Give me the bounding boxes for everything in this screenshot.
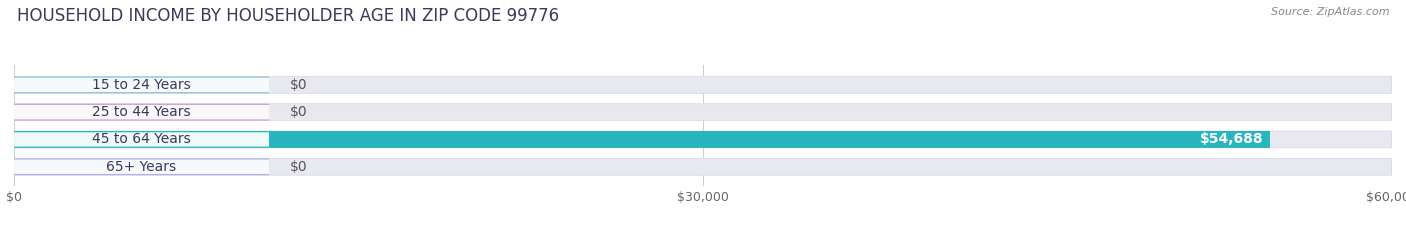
Text: Source: ZipAtlas.com: Source: ZipAtlas.com xyxy=(1271,7,1389,17)
Text: 65+ Years: 65+ Years xyxy=(107,160,177,174)
Text: $0: $0 xyxy=(290,105,308,119)
Text: $0: $0 xyxy=(290,160,308,174)
FancyBboxPatch shape xyxy=(14,160,269,174)
FancyBboxPatch shape xyxy=(14,76,1392,93)
FancyBboxPatch shape xyxy=(14,105,269,119)
FancyBboxPatch shape xyxy=(14,158,1392,175)
FancyBboxPatch shape xyxy=(14,76,269,93)
Text: 15 to 24 Years: 15 to 24 Years xyxy=(93,78,191,92)
Text: $0: $0 xyxy=(290,78,308,92)
FancyBboxPatch shape xyxy=(14,78,269,92)
FancyBboxPatch shape xyxy=(14,158,269,175)
FancyBboxPatch shape xyxy=(14,104,269,121)
FancyBboxPatch shape xyxy=(14,131,1392,148)
Text: 45 to 64 Years: 45 to 64 Years xyxy=(93,133,191,147)
FancyBboxPatch shape xyxy=(14,104,1392,121)
Text: $54,688: $54,688 xyxy=(1199,133,1263,147)
Text: HOUSEHOLD INCOME BY HOUSEHOLDER AGE IN ZIP CODE 99776: HOUSEHOLD INCOME BY HOUSEHOLDER AGE IN Z… xyxy=(17,7,560,25)
Text: 25 to 44 Years: 25 to 44 Years xyxy=(93,105,191,119)
FancyBboxPatch shape xyxy=(14,131,1270,148)
FancyBboxPatch shape xyxy=(14,132,269,147)
